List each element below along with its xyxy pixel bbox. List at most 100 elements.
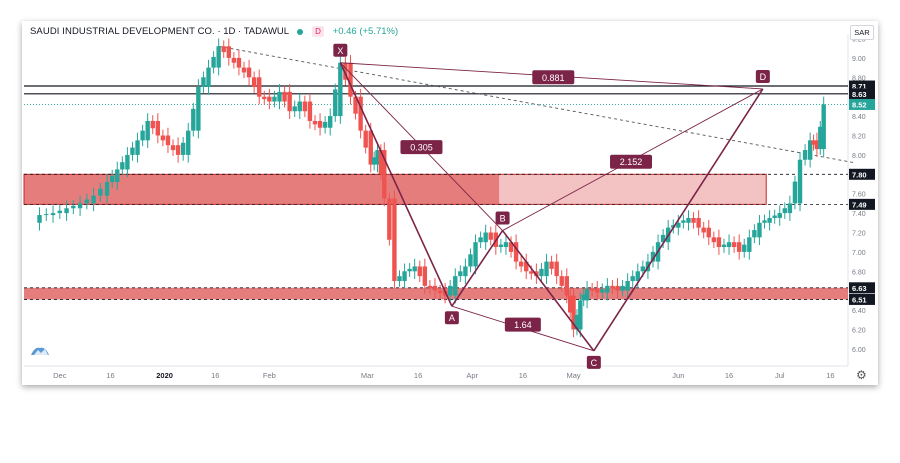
candle-body [135,140,140,155]
tradingview-logo-icon[interactable] [30,343,50,357]
candle-body [368,130,373,165]
candle-body [600,289,605,293]
candle-body [282,91,287,102]
candle-body [160,135,166,141]
pattern-leg-cd [593,88,764,352]
level-tag-box [849,198,875,210]
candle [84,193,90,210]
candle-body [797,159,803,204]
settings-gear-icon[interactable]: ⚙ [856,368,867,382]
level-tag-box [849,282,875,294]
candle-body [206,67,211,87]
candle [382,142,387,207]
pattern-point-c[interactable]: C [586,355,601,369]
candle [241,61,247,79]
candle-body [64,208,69,214]
candle [216,38,221,76]
candle-body [818,126,823,150]
x-tick-label: Jul [775,371,785,380]
candle [165,127,171,153]
candle-body [216,46,221,68]
ratio-label[interactable]: 2.152 [610,154,653,169]
candle-body [615,285,620,291]
pattern-point-x[interactable]: X [333,43,348,57]
candle [787,195,793,221]
pattern-leg-bc [501,230,595,352]
point-label-box [755,69,770,83]
candle-body [251,77,257,87]
candle [681,214,686,229]
point-label-box [444,311,459,325]
candle-body [84,199,90,204]
x-tick-label: Dec [53,371,67,380]
y-tick-label: 6.20 [852,328,866,335]
candle [358,88,363,139]
candle [180,136,186,161]
candle [246,59,252,86]
y-tick-label: 8.20 [852,134,866,141]
candle-body [767,217,772,223]
candle [610,280,615,295]
point-label-box [586,355,601,369]
candle-body [544,261,549,277]
ratio-label[interactable]: 0.881 [532,70,575,85]
pattern-point-b[interactable]: B [495,211,510,225]
candle [767,210,772,231]
currency-button[interactable]: SAR [850,25,874,40]
candle [432,278,438,299]
candle-body [498,244,504,248]
candle-body [534,271,539,277]
candle-body [488,232,493,240]
candle-body [155,120,161,136]
candle [71,200,76,215]
candle [135,132,140,163]
separator-1: · [217,26,221,38]
candle-body [711,237,717,243]
candle-body [549,261,554,269]
candle [109,169,115,188]
candle-body [317,120,323,128]
pattern-point-a[interactable]: A [444,311,459,325]
candle [772,209,777,224]
candle-body [610,285,615,289]
candle [524,253,529,280]
interval-label[interactable]: 1D [223,26,236,38]
candle-body [104,182,110,196]
candle [272,90,277,108]
level-price-tag: 6.63 [849,282,875,294]
candle [251,71,257,93]
candle-body [676,222,681,228]
level-tag-box [849,88,875,100]
level-tag-text: 8.71 [852,82,867,91]
supply-zone [24,174,500,205]
ratio-label[interactable]: 1.64 [504,317,541,332]
candle [302,95,308,118]
candle [701,221,706,239]
candle-body [417,266,422,277]
candle-body [691,217,696,223]
candle-body [508,242,514,252]
candle-body [807,140,813,160]
candle-body [792,181,798,204]
candle [807,132,813,168]
candle-body [226,46,231,58]
candle [518,255,524,273]
candle-body [686,217,691,223]
point-label-text: X [337,46,343,56]
ratio-label[interactable]: 0.305 [400,140,443,155]
y-tick-label: 6.40 [852,308,866,315]
candle [338,54,343,124]
candle-body [140,130,145,141]
dividend-badge[interactable]: D [312,26,325,37]
level-tag-text: 7.80 [852,170,867,179]
pattern-point-d[interactable]: D [755,69,770,83]
candle-body [478,237,483,243]
candle [620,280,625,297]
candle [463,258,468,284]
candle [120,156,125,176]
candle [488,226,493,246]
candle-body [625,281,630,291]
candle [605,278,610,301]
candle-body [292,106,297,112]
